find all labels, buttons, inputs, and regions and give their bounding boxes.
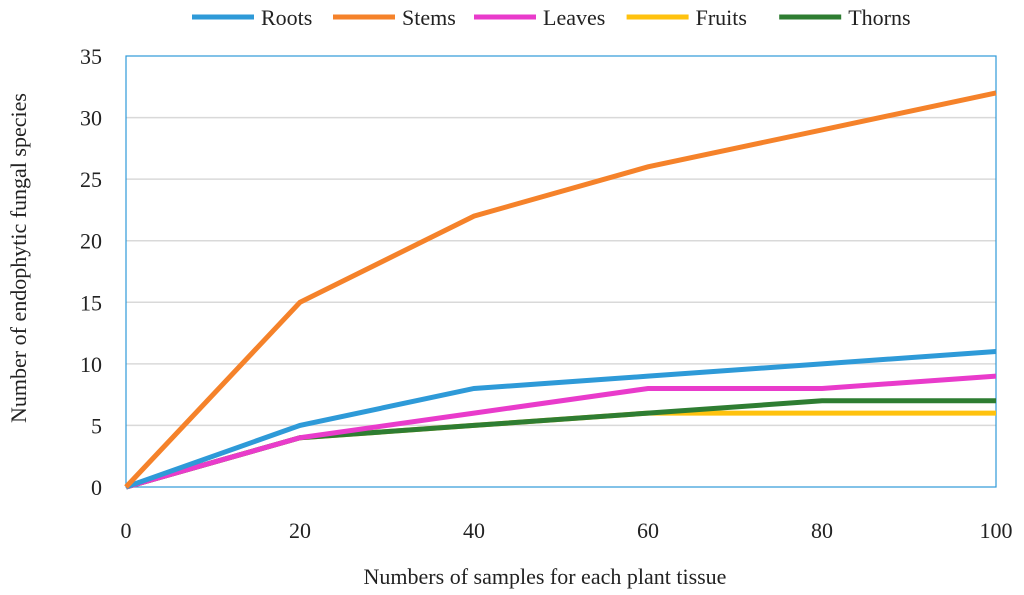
legend-label-fruits: Fruits	[696, 5, 747, 30]
y-tick-label-15: 15	[80, 290, 102, 315]
gridlines	[126, 116, 996, 427]
series-lines	[124, 90, 997, 490]
y-tick-label-20: 20	[80, 229, 102, 254]
series-line-roots	[125, 349, 997, 490]
x-tick-label-0: 0	[121, 518, 132, 543]
plot-area-border	[125, 55, 997, 488]
y-tick-label-5: 5	[91, 413, 102, 438]
x-tick-label-80: 80	[811, 518, 833, 543]
x-axis-title: Numbers of samples for each plant tissue	[364, 564, 727, 589]
x-tick-label-40: 40	[463, 518, 485, 543]
y-tick-label-25: 25	[80, 167, 102, 192]
series-line-stems	[124, 90, 997, 489]
y-tick-label-10: 10	[80, 352, 102, 377]
legend-label-leaves: Leaves	[543, 5, 605, 30]
x-tick-label-20: 20	[289, 518, 311, 543]
legend-label-stems: Stems	[402, 5, 456, 30]
y-tick-label-30: 30	[80, 106, 102, 131]
y-tick-label-0: 0	[91, 475, 102, 500]
series-line-leaves	[125, 373, 997, 490]
y-axis-ticks: 0 5 10 15 20 25 30 35	[80, 44, 102, 500]
y-tick-label-35: 35	[80, 44, 102, 69]
y-axis-title: Number of endophytic fungal species	[6, 93, 31, 423]
x-tick-label-100: 100	[980, 518, 1013, 543]
legend-label-roots: Roots	[261, 5, 312, 30]
legend-label-thorns: Thorns	[848, 5, 910, 30]
x-tick-label-60: 60	[637, 518, 659, 543]
legend: Roots Stems Leaves Fruits Thorns	[192, 5, 911, 30]
x-axis-ticks: 0 20 40 60 80 100	[121, 518, 1013, 543]
